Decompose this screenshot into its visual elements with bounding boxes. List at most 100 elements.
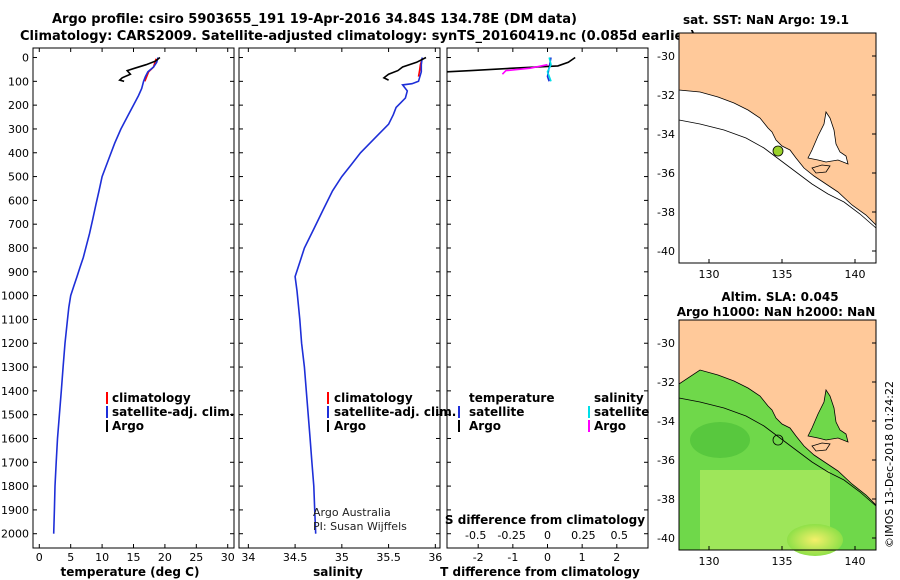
s-diff-tick-label: 0.25 [571,529,596,542]
s-diff-tick-label: 0.5 [611,529,629,542]
australia-land-sla [678,319,877,506]
s-difference-ticks: -0.5 -0.25 0 0.25 0.5 [465,529,628,542]
series-s-argo [501,63,548,75]
depth-tick-label: 500 [8,171,29,184]
depth-tick-label: 700 [8,218,29,231]
x-tick-label: 20 [158,551,172,564]
spencer-gulf-sla [807,388,849,443]
footnote-line2: PI: Susan Wijffels [313,520,407,533]
depth-tick-label: 100 [8,75,29,88]
difference-y-tickmarks [447,57,648,535]
x-tick-label: 34 [241,551,255,564]
series-argo [118,56,161,83]
spencer-gulf [807,110,849,165]
x-tick-label: 10 [95,551,109,564]
lon-tick-label: 130 [699,268,720,281]
australia-land [678,32,877,226]
depth-tick-label: 1100 [1,313,29,326]
imos-credit: ©IMOS 13-Dec-2018 01:24:22 [883,381,896,548]
x-tick-label: 5 [67,551,74,564]
difference-panel: -2 -1 0 1 2 S difference from climatology -0… [440,47,649,579]
depth-tick-group: 0 100 200 300 400 500 600 700 800 900 1000 1100 1200… [1,52,234,541]
depth-tick-label: 1000 [1,290,29,303]
depth-tick-label: 1200 [1,337,29,350]
lon-tick-label: 130 [699,555,720,568]
series-s-satellite [546,57,552,82]
lon-tick-label: 140 [845,555,866,568]
lat-tick-label: -38 [657,493,675,506]
sst-depth-contour [678,119,877,229]
depth-tick-label: 800 [8,242,29,255]
figure-title-line1: Argo profile: csiro 5903655_191 19-Apr-2… [52,12,577,27]
series-satellite-adj-clim- [294,57,423,534]
argo-float-marker-sla [772,434,784,446]
salinity-x-ticks: 34 34.5 35 35.5 36 [241,48,442,564]
x-tick-label: 25 [189,551,203,564]
salinity-axes-frame [238,47,441,549]
temperature-x-ticks: 0 5 10 15 20 25 30 [36,48,235,564]
sla-map-title2: Argo h1000: NaN h2000: NaN [677,305,876,319]
x-tick-label: 35.5 [376,551,401,564]
sla-low-anomaly [690,422,750,458]
depth-tick-label: 900 [8,266,29,279]
difference-x-ticks: -2 -1 0 1 2 [473,48,620,564]
sla-map-ticks: -30 -32 -34 -36 -38 -40 130 135 140 [657,337,876,568]
sla-high-anomaly [787,524,843,556]
temperature-legend: climatology satellite-adj. clim. Argo [106,391,234,433]
temperature-xlabel: temperature (deg C) [61,565,200,579]
depth-tick-label: 200 [8,99,29,112]
sst-map-frame [678,32,877,264]
sst-map-ticks: -30 -32 -34 -36 -38 -40 130 135 140 [657,50,876,281]
lat-tick-label: -36 [657,167,675,180]
x-tick-label: -2 [473,551,484,564]
x-tick-label: 30 [221,551,235,564]
s-diff-tick-label: -0.5 [465,529,486,542]
depth-tick-label: 1400 [1,385,29,398]
salinity-y-tickmarks [239,57,440,535]
argo-float-marker [772,145,784,157]
lat-tick-label: -34 [657,415,675,428]
depth-tick-label: 1600 [1,432,29,445]
legend-argo: Argo [112,419,144,433]
temperature-lines [52,56,161,534]
lat-tick-label: -38 [657,206,675,219]
depth-tick-label: 0 [22,52,29,65]
sla-depth-contour [678,397,877,507]
x-tick-label: -1 [507,551,518,564]
difference-lines [446,56,576,82]
x-tick-label: 36 [428,551,442,564]
sla-map: Altim. SLA: 0.045 Argo h1000: NaN h2000:… [657,290,877,568]
x-tick-label: 1 [579,551,586,564]
lat-tick-label: -30 [657,50,675,63]
legend-t-argo: Argo [469,419,501,433]
temperature-panel: 0 100 200 300 400 500 600 700 800 900 1000 1100 1200… [1,47,235,579]
legend-satellite-adj: satellite-adj. clim. [112,405,234,419]
temperature-axes-frame [32,47,235,549]
depth-tick-label: 1300 [1,361,29,374]
depth-tick-label: 300 [8,123,29,136]
depth-tick-label: 1500 [1,409,29,422]
s-diff-tick-label: -0.25 [497,529,525,542]
x-tick-label: 2 [613,551,620,564]
lat-tick-label: -40 [657,532,675,545]
depth-tick-label: 600 [8,194,29,207]
lat-tick-label: -32 [657,89,675,102]
lon-tick-label: 135 [772,268,793,281]
kangaroo-island [811,164,831,174]
lat-tick-label: -32 [657,376,675,389]
salinity-lines [294,56,427,534]
legend-satellite-adj: satellite-adj. clim. [334,405,456,419]
lat-tick-label: -30 [657,337,675,350]
sla-map-frame [678,319,877,551]
depth-tick-label: 400 [8,147,29,160]
legend-s-satellite: satellite [594,405,649,419]
legend-temperature-title: temperature [469,391,554,405]
legend-salinity-title: salinity [594,391,644,405]
legend-s-argo: Argo [594,419,626,433]
salinity-legend: climatology satellite-adj. clim. Argo [327,391,456,433]
salinity-xlabel: salinity [313,565,363,579]
legend-t-satellite: satellite [469,405,524,419]
depth-tick-label: 2000 [1,528,29,541]
